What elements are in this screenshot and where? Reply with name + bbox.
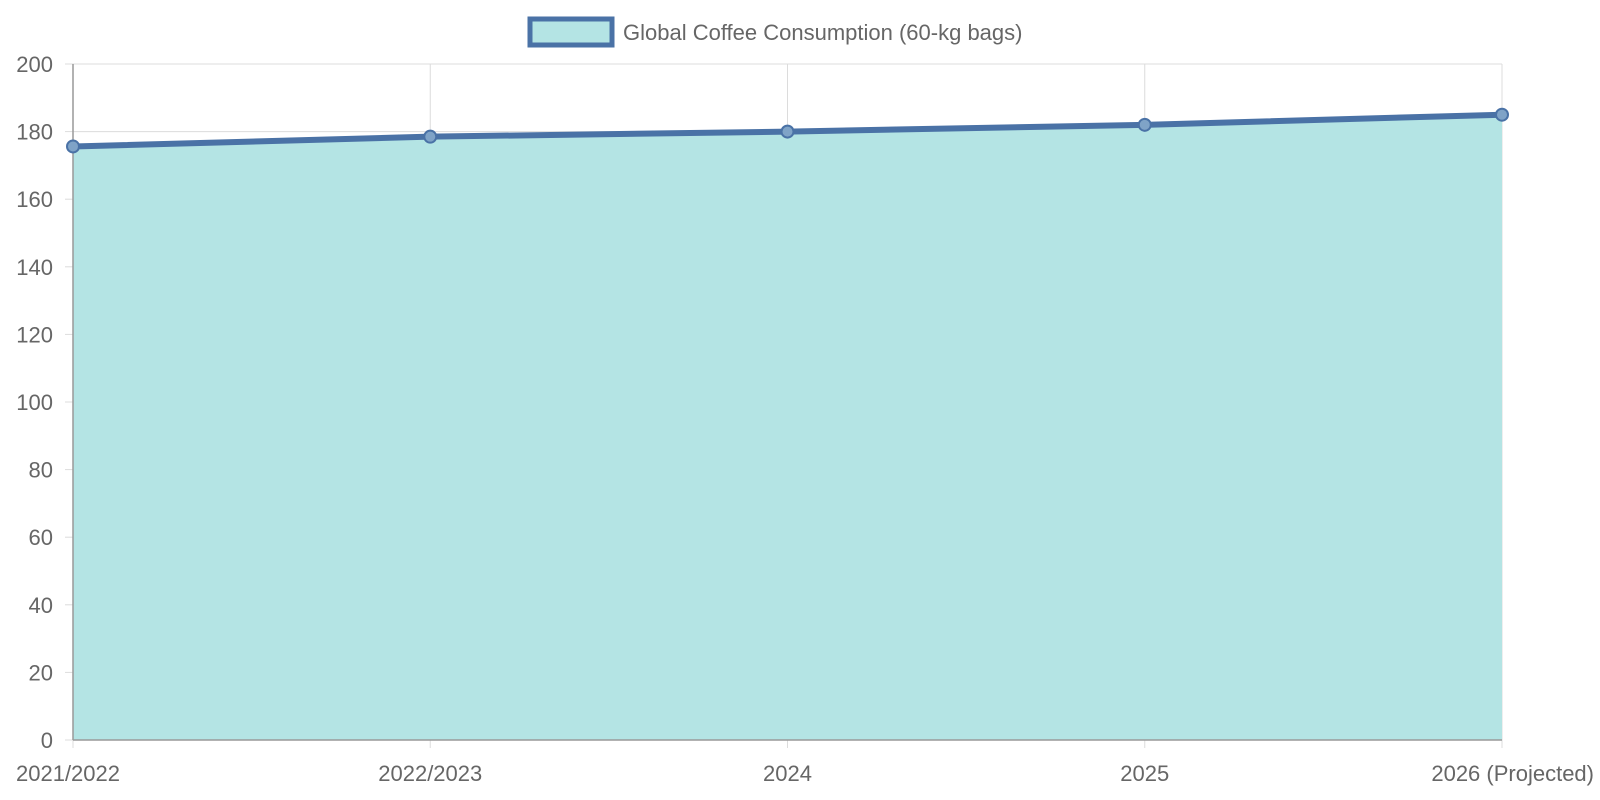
series-area-fill	[73, 114, 1502, 740]
x-tick-label: 2026 (Projected)	[1431, 761, 1594, 786]
y-tick-label: 180	[16, 120, 53, 145]
y-tick-label: 200	[16, 52, 53, 77]
data-point	[423, 129, 438, 144]
data-point	[1137, 117, 1152, 132]
y-tick-label: 80	[29, 458, 53, 483]
legend-swatch[interactable]	[527, 16, 615, 48]
y-tick-label: 100	[16, 390, 53, 415]
legend-label[interactable]: Global Coffee Consumption (60-kg bags)	[623, 20, 1022, 45]
data-point	[1495, 107, 1509, 122]
x-tick-label: 2021/2022	[16, 761, 120, 786]
y-tick-label: 160	[16, 187, 53, 212]
x-tick-label: 2025	[1120, 761, 1169, 786]
legend[interactable]: Global Coffee Consumption (60-kg bags)	[527, 16, 1022, 48]
y-tick-label: 120	[16, 322, 53, 347]
y-tick-label: 140	[16, 255, 53, 280]
y-tick-label: 40	[29, 593, 53, 618]
y-tick-label: 0	[41, 728, 53, 753]
axis-layer	[72, 64, 1502, 741]
area-layer	[73, 114, 1502, 740]
y-tick-label: 60	[29, 525, 53, 550]
data-point	[66, 139, 80, 154]
x-tick-label: 2024	[763, 761, 812, 786]
data-point	[780, 124, 795, 139]
y-tick-label: 20	[29, 660, 53, 685]
point-layer	[66, 107, 1509, 154]
label-layer: 0 20 40 60 80 100 120 140 160 180 200 2021/2022 2022…	[16, 52, 1594, 786]
x-tick-label: 2022/2023	[378, 761, 482, 786]
